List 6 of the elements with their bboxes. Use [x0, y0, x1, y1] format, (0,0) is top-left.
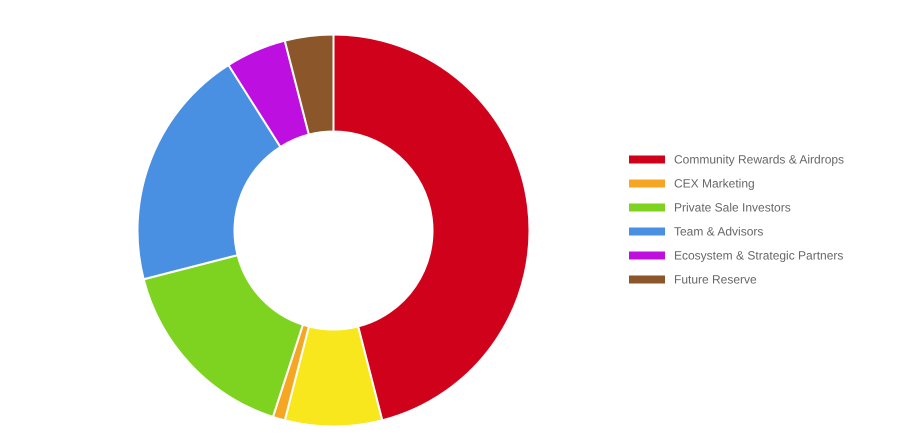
legend-label: Future Reserve: [674, 272, 758, 286]
legend-label: Team & Advisors: [674, 224, 764, 238]
legend-label: Private Sale Investors: [674, 200, 791, 214]
legend-label: Ecosystem & Strategic Partners: [674, 248, 844, 262]
legend-label: CEX Marketing: [674, 176, 755, 190]
legend-label: Community Rewards & Airdrops: [674, 152, 844, 166]
